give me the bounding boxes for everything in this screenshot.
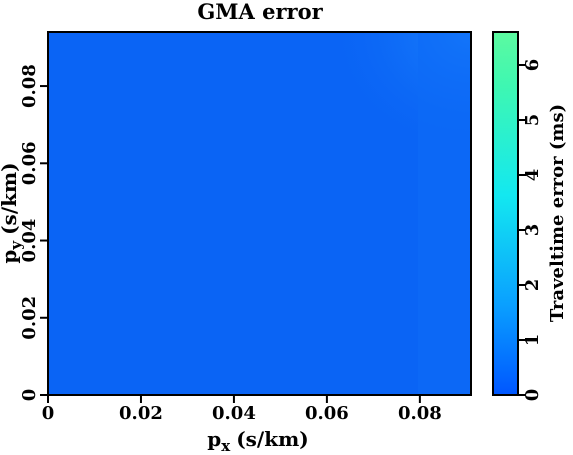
x-tick-label: 0	[42, 403, 55, 424]
colorbar	[492, 31, 519, 396]
y-tick-label: 0.06	[19, 141, 40, 185]
y-axis-label-unit: (s/km)	[0, 162, 21, 235]
colorbar-tick-label: 6	[522, 59, 543, 72]
colorbar-tick-label: 3	[522, 224, 543, 237]
heatmap-corner-highlight	[48, 32, 471, 395]
x-tick-label: 0.02	[119, 403, 163, 424]
y-tick-label: 0.04	[19, 219, 40, 263]
colorbar-tick-label: 5	[522, 114, 543, 127]
y-axis-label: py (s/km)	[0, 162, 25, 263]
y-tick-label: 0.08	[19, 64, 40, 108]
chart-title: GMA error	[197, 0, 323, 24]
colorbar-tick-label: 1	[522, 334, 543, 347]
y-tick-label: 0.02	[19, 296, 40, 340]
y-axis-label-subscript: y	[7, 240, 25, 251]
x-axis-label-unit: (s/km)	[236, 427, 309, 451]
colorbar-label: Traveltime error (ms)	[547, 104, 568, 322]
x-axis-label-subscript: x	[221, 437, 231, 455]
colorbar-bar	[492, 31, 519, 396]
x-tick-label: 0.06	[305, 403, 349, 424]
x-axis: 0 0.02 0.04 0.06 0.08	[42, 395, 442, 424]
x-axis-label: px (s/km)	[207, 427, 308, 455]
plot-frame	[47, 31, 472, 396]
plot-area	[47, 31, 472, 396]
colorbar-tick-label: 4	[522, 169, 543, 182]
y-axis-label-symbol: p	[0, 250, 21, 264]
colorbar-axis: 0 1 2 3 4 5 6	[518, 59, 543, 402]
colorbar-tick-label: 0	[522, 389, 543, 402]
x-axis-label-symbol: p	[207, 427, 221, 451]
heatmap-right-band	[418, 32, 471, 395]
y-tick-label: 0	[19, 389, 40, 402]
colorbar-tick-label: 2	[522, 279, 543, 292]
x-tick-label: 0.08	[398, 403, 442, 424]
x-tick-label: 0.04	[212, 403, 256, 424]
y-axis: 0 0.02 0.04 0.06 0.08	[19, 64, 48, 401]
